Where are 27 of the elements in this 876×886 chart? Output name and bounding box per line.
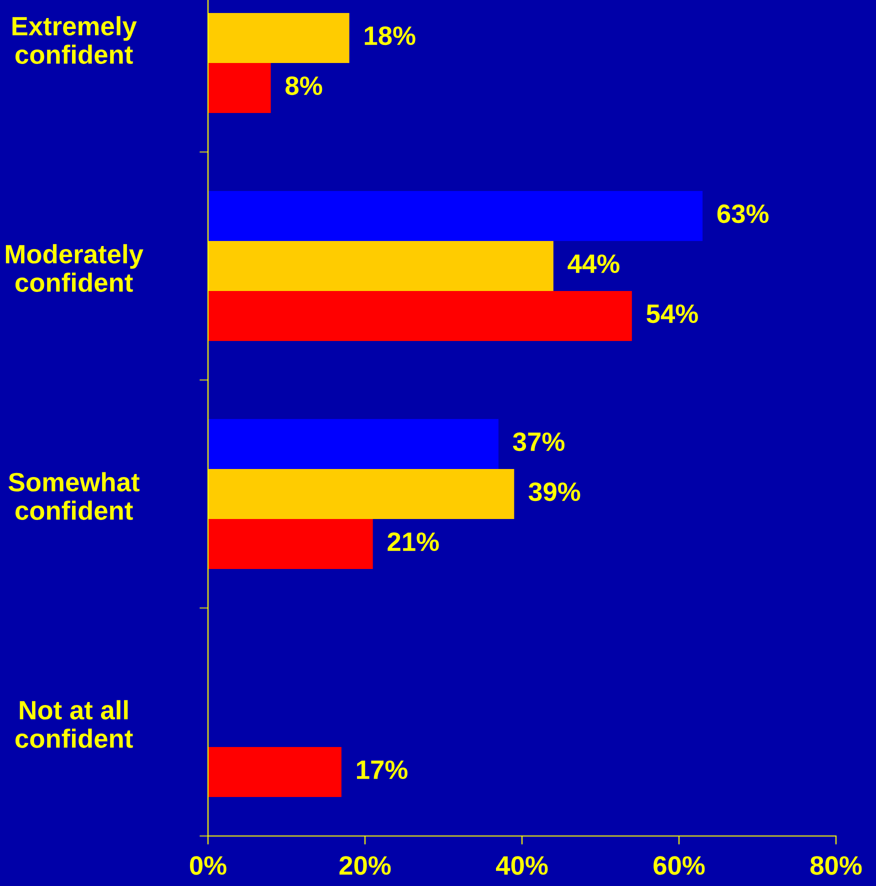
x-tick-label: 20%	[340, 856, 391, 875]
bar	[208, 13, 350, 63]
data-label: 39%	[528, 482, 580, 502]
bar	[208, 291, 632, 341]
data-label: 18%	[364, 26, 416, 46]
bar	[208, 519, 373, 569]
data-label: 54%	[646, 304, 698, 324]
bar	[208, 469, 514, 519]
bar	[208, 63, 271, 113]
data-label: 44%	[568, 254, 620, 274]
data-label: 63%	[717, 204, 769, 224]
x-tick-label: 80%	[810, 856, 862, 875]
x-tick-label: 60%	[654, 856, 705, 875]
y-tick-label: Somewhat confident	[8, 472, 140, 520]
y-tick-label: Extremely confident	[12, 16, 137, 64]
bar	[208, 241, 554, 291]
data-label: 37%	[512, 432, 564, 452]
data-label: 17%	[357, 760, 408, 780]
bar	[208, 191, 703, 241]
data-label: 21%	[388, 532, 439, 552]
y-tick-label: Moderately confident	[6, 244, 144, 292]
data-label: 8%	[286, 76, 322, 96]
bar	[208, 747, 342, 797]
bar	[208, 419, 498, 469]
x-tick-label: 0%	[190, 856, 226, 875]
x-tick-label: 40%	[496, 856, 548, 875]
y-tick-label: Not at all confident	[15, 700, 133, 748]
